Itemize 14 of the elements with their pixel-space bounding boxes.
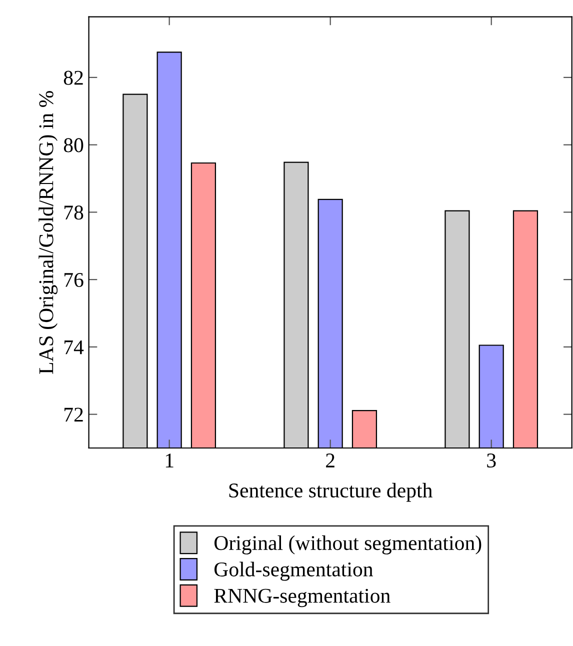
legend-label: RNNG-segmentation: [214, 588, 390, 608]
y-axis-title: LAS (Original/Gold/RNNG) in %: [38, 91, 58, 374]
x-tick-label: 3: [487, 454, 496, 468]
y-tick-label: 82: [64, 70, 83, 85]
y-tick-label: 78: [64, 206, 84, 220]
y-tick-label: 80: [64, 138, 84, 152]
x-axis-title: Sentence structure depth: [229, 482, 432, 502]
x-tick-label: 1: [166, 454, 174, 468]
x-tick-label: 2: [326, 454, 334, 468]
y-tick-label: 72: [64, 408, 83, 422]
legend-label: Original (without segmentation): [214, 535, 482, 554]
y-tick-label: 76: [64, 272, 84, 287]
y-tick-label: 74: [64, 340, 84, 354]
legend-label: Gold-segmentation: [214, 562, 373, 581]
